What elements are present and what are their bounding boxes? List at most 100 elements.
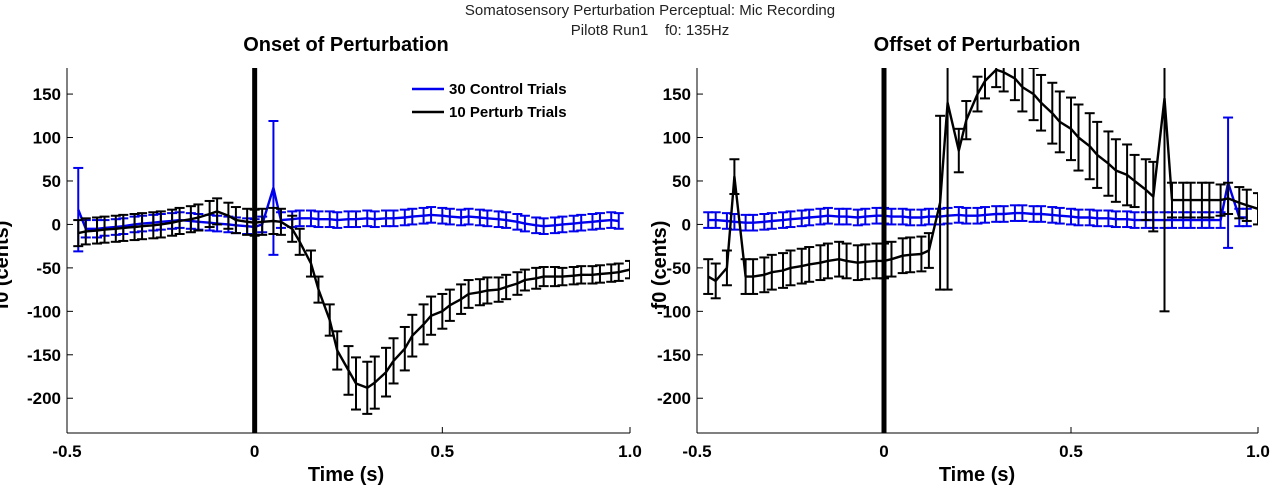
offset-series-perturb-errorbar (1028, 68, 1039, 122)
onset-series-perturb-errorbar (399, 325, 410, 372)
offset-series-perturb-errorbar (1204, 181, 1215, 219)
offset-series-control-errorbar (841, 207, 852, 226)
onset-series-perturb-errorbar (426, 295, 437, 336)
offset-series-perturb-errorbar (1129, 153, 1140, 209)
onset-series-control-errorbar (594, 212, 605, 230)
offset-ytick-label: -150 (657, 346, 691, 365)
offset-series-perturb-errorbar (998, 68, 1009, 93)
onset-series-perturb-errorbar (185, 205, 196, 234)
onset-series-perturb-errorbar (538, 266, 549, 288)
offset-series-perturb-errorbar (778, 252, 789, 289)
offset-series-perturb-errorbar (905, 236, 916, 274)
onset-xtick-label: 0 (250, 442, 259, 461)
offset-series-control-errorbar (785, 210, 796, 229)
offset-ytick-label: 0 (682, 215, 691, 234)
legend-box (405, 74, 627, 126)
onset-series-perturb-errorbar (625, 259, 630, 280)
onset-series-perturb-errorbar (118, 213, 129, 242)
offset-series-control-errorbar (1036, 205, 1047, 223)
onset-series-control-errorbar (407, 207, 418, 226)
onset-ytick-label: 100 (33, 129, 61, 148)
onset-series-perturb-errorbar (343, 345, 354, 396)
onset-series-perturb-errorbar (332, 330, 343, 371)
onset-series-control-errorbar (351, 210, 362, 229)
onset-data (73, 120, 630, 415)
offset-series-perturb-errorbar (860, 243, 871, 281)
onset-series-perturb-errorbar (576, 265, 587, 285)
offset-series-perturb-errorbar (1110, 138, 1121, 203)
onset-ytick-label: 150 (33, 85, 61, 104)
onset-series-perturb-errorbar (167, 208, 178, 237)
onset-series-perturb-errorbar (594, 264, 605, 284)
onset-panel-xlabel: Time (s) (308, 464, 384, 486)
onset-ytick-label: 50 (42, 172, 61, 191)
offset-series-control-errorbar (1110, 210, 1121, 229)
offset-ytick-label: -50 (666, 259, 691, 278)
offset-series-perturb-errorbar (1159, 68, 1170, 313)
onset-series-perturb-errorbar (99, 215, 110, 244)
onset-series-control-errorbar (294, 209, 305, 228)
offset-series-control-errorbar (1073, 208, 1084, 227)
onset-series-perturb-errorbar (230, 206, 241, 235)
offset-series-perturb-errorbar (1036, 73, 1047, 132)
offset-series-perturb-errorbar (841, 242, 852, 280)
offset-series-control-errorbar (998, 205, 1009, 223)
offset-series-perturb-errorbar (1166, 181, 1177, 219)
offset-series-perturb-errorbar (1084, 112, 1095, 181)
onset-series-perturb-errorbar (444, 288, 455, 322)
onset-xtick-label: 1.0 (618, 442, 642, 461)
offset-ytick-label: 50 (672, 172, 691, 191)
onset-series-perturb-errorbar (324, 303, 335, 337)
onset-series-control-errorbar (519, 214, 530, 233)
onset-series-perturb-line (78, 210, 630, 389)
onset-series-control-errorbar (557, 215, 568, 234)
onset-ytick-label: 0 (52, 215, 61, 234)
onset-series-perturb-errorbar (482, 276, 493, 305)
offset-series-perturb-errorbar (1122, 143, 1133, 207)
offset-series-perturb-errorbar (766, 253, 777, 291)
onset-series-perturb-errorbar (137, 212, 148, 241)
offset-series-control-errorbar (766, 212, 777, 230)
offset-series-control-errorbar (1092, 209, 1103, 228)
offset-series-perturb-errorbar (1215, 183, 1226, 217)
offset-panel: Offset of Perturbation f0 (cents) Time (… (649, 34, 1270, 486)
onset-series-control-errorbar (332, 211, 343, 229)
onset-series-perturb-errorbar (275, 207, 286, 236)
offset-series-perturb-errorbar (916, 235, 927, 273)
offset-series-perturb-errorbar (1092, 120, 1103, 189)
offset-panel-title: Offset of Perturbation (874, 34, 1081, 56)
onset-series-perturb-errorbar (223, 201, 234, 230)
offset-series-perturb-errorbar (804, 246, 815, 283)
onset-series-perturb-errorbar (204, 199, 215, 229)
offset-series-perturb-errorbar (991, 68, 1002, 89)
onset-series-control-errorbar (444, 207, 455, 226)
offset-series-control-errorbar (860, 207, 871, 226)
onset-xtick-label: -0.5 (52, 442, 81, 461)
onset-series-perturb-errorbar (474, 278, 485, 307)
offset-series-perturb-errorbar (710, 262, 721, 300)
legend-label-control: 30 Control Trials (449, 81, 567, 98)
offset-series-control-errorbar (923, 207, 934, 226)
offset-panel-ylabel-group: f0 (cents) (649, 221, 671, 310)
onset-series-control-errorbar (463, 207, 474, 226)
offset-series-perturb-line (707, 68, 1258, 283)
onset-ytick-label: -50 (36, 259, 61, 278)
offset-xtick-label: 0.5 (1059, 442, 1083, 461)
offset-panel-ylabel: f0 (cents) (649, 221, 671, 310)
offset-series-perturb-errorbar (1017, 68, 1028, 113)
offset-series-control-errorbar (961, 206, 972, 225)
onset-series-perturb-errorbar (418, 303, 429, 346)
onset-series-control-errorbar (501, 211, 512, 229)
offset-series-perturb-errorbar (979, 68, 990, 100)
offset-xtick-label: 0 (879, 442, 888, 461)
onset-series-perturb-errorbar (437, 292, 448, 330)
onset-series-perturb-errorbar (294, 227, 305, 256)
offset-series-perturb-errorbar (1185, 181, 1196, 219)
offset-series-control-errorbar (748, 213, 759, 232)
onset-series-perturb-errorbar (287, 214, 298, 243)
offset-series-control-errorbar (886, 207, 897, 226)
offset-series-perturb-errorbar (1054, 90, 1065, 154)
offset-series-perturb-errorbar (834, 240, 845, 278)
offset-series-perturb-errorbar (1241, 188, 1252, 222)
onset-series-control-errorbar (482, 209, 493, 228)
